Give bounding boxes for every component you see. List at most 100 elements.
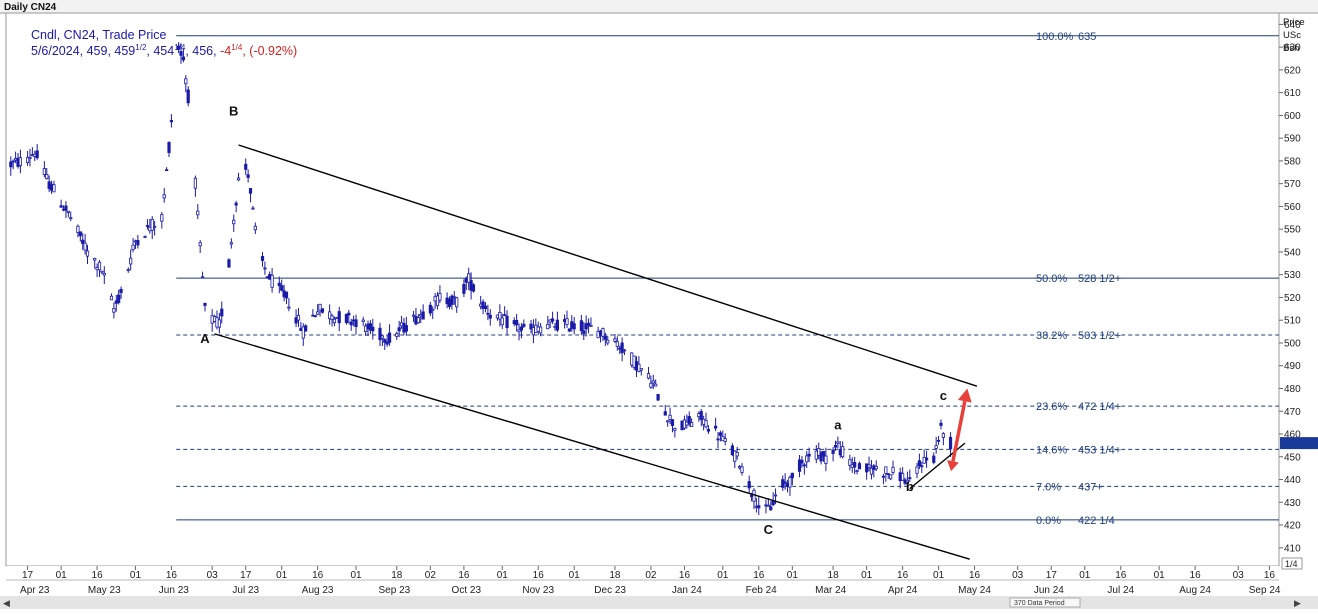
candle (354, 314, 358, 335)
candle-body-up (723, 438, 727, 442)
candle (66, 210, 70, 218)
candle-body-up (236, 177, 241, 181)
candle (383, 338, 387, 350)
x-tick-label: 01 (1079, 570, 1091, 581)
candle (519, 323, 524, 339)
candle-body-down (387, 332, 392, 343)
candle-body-down (505, 315, 509, 329)
legend-part: (-0.92%) (249, 44, 297, 58)
candle-body-up (841, 446, 845, 458)
candle (177, 42, 181, 54)
candle (395, 331, 399, 340)
x-month-label: Jun 24 (1034, 585, 1064, 596)
candle (179, 43, 183, 64)
current-price-label: 456 (1283, 439, 1300, 450)
candle-body-down (567, 328, 571, 332)
fib-price-label: 503 1/2+ (1078, 330, 1121, 342)
candle-body-down (421, 311, 425, 320)
candle-body-up (301, 326, 305, 339)
candle-body-down (354, 319, 358, 328)
candle-body-down (203, 302, 207, 306)
x-tick-label: 17 (240, 570, 252, 581)
candle (848, 454, 852, 471)
candle (160, 211, 164, 229)
candle (582, 321, 586, 341)
candle (488, 309, 492, 326)
candle-body-down (790, 472, 794, 479)
x-month-label: Sep 23 (379, 585, 411, 596)
fib-pct-label: 100.0% (1036, 31, 1074, 43)
candle-body-up (131, 244, 135, 250)
candle (901, 467, 905, 481)
candle-body-up (673, 428, 677, 431)
candle-body-down (747, 481, 751, 489)
candle-body-down (515, 319, 519, 326)
x-tick-label: 16 (166, 570, 178, 581)
candle (586, 318, 591, 334)
candle (486, 304, 490, 321)
candle-body-down (462, 284, 466, 294)
scroll-left-icon: ◀ (3, 598, 10, 608)
candle-body-up (889, 474, 893, 480)
candle (565, 310, 569, 328)
data-period-box (1009, 597, 1081, 608)
x-tick-label: 16 (1264, 570, 1276, 581)
candle (251, 205, 255, 210)
candle-body-up (296, 314, 301, 321)
candle (704, 412, 708, 429)
y-tick-label: 530 (1284, 270, 1301, 281)
candle-body-up (100, 270, 104, 273)
candle-body-down (920, 465, 924, 468)
candle-body-down (833, 444, 838, 448)
wave-label-B: B (229, 103, 238, 118)
candle (81, 232, 85, 250)
x-month-label: Apr 23 (20, 585, 50, 596)
x-tick-label: 17 (1046, 570, 1058, 581)
candle (651, 374, 655, 389)
candle (622, 348, 627, 356)
candle-body-down (831, 449, 835, 454)
candle-body-up (601, 328, 605, 337)
candle (380, 334, 384, 346)
candle-body-down (280, 285, 284, 291)
candle (42, 161, 46, 178)
candle (150, 216, 154, 240)
candle-body-down (136, 240, 140, 246)
candles (9, 42, 953, 516)
legend-part: 5/6/2024, 459, 459 (31, 44, 135, 58)
candle (284, 291, 289, 305)
x-tick-label: 16 (1190, 570, 1202, 581)
candle (769, 501, 773, 511)
candle (93, 257, 97, 269)
candle (181, 48, 186, 63)
arrow-tail (947, 460, 959, 472)
fib-price-label: 437+ (1078, 481, 1103, 493)
candle-body-up (28, 156, 32, 159)
candle-body-down (714, 425, 718, 429)
x-month-label: Aug 23 (302, 585, 334, 596)
candle (687, 411, 691, 427)
candle (344, 313, 349, 325)
candle (328, 304, 332, 325)
candle (884, 466, 888, 482)
candle (670, 419, 675, 433)
x-tick-label: 01 (497, 570, 509, 581)
y-tick-label: 480 (1284, 384, 1301, 395)
candle (455, 296, 459, 313)
candle-body-up (332, 318, 337, 324)
candle (145, 219, 150, 230)
channel-line-0 (238, 144, 978, 387)
candle-body-up (18, 157, 22, 166)
candle-body-up (668, 414, 672, 420)
candle-body-down (718, 432, 723, 436)
x-tick-label: 01 (130, 570, 142, 581)
candle (229, 238, 233, 249)
candle-body-down (800, 459, 804, 464)
candle-body-down (284, 291, 289, 299)
candle (296, 308, 301, 328)
x-tick-label: 02 (425, 570, 437, 581)
candle-body-up (867, 464, 871, 468)
candle (318, 303, 322, 317)
candle-body-up (330, 315, 334, 320)
candle (109, 293, 114, 301)
